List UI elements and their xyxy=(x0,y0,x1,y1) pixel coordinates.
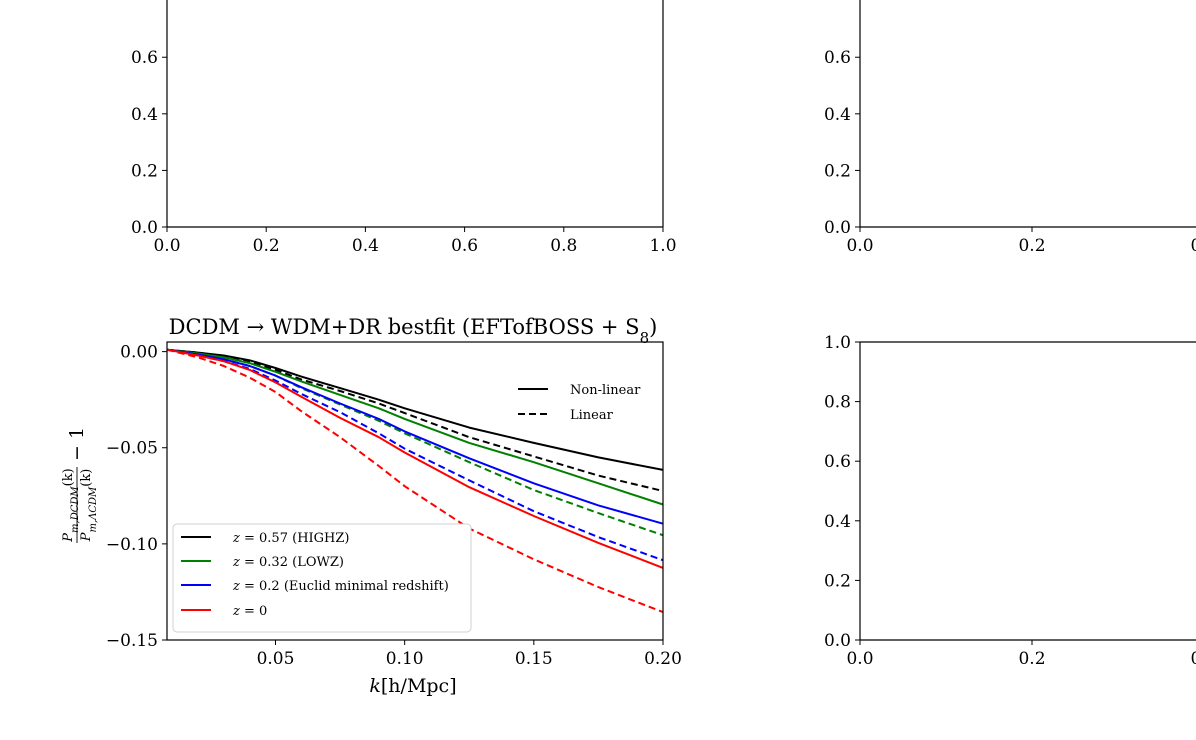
y-tick-label: 0.0 xyxy=(824,631,851,651)
x-tick-label: 0.8 xyxy=(550,236,577,256)
panel-top-left: 0.0 0.2 0.4 0.6 0.8 1.0 0.0 0.2 0.4 0.6 xyxy=(131,0,677,256)
x-tick-label: 0.0 xyxy=(153,236,180,256)
x-tick-label: 0.4 xyxy=(1190,236,1196,256)
series-line xyxy=(166,348,664,569)
tick-group: 0.05 0.10 0.15 0.20 0.00 −0.05 −0.10 −0.15 xyxy=(106,343,682,669)
legend-redshift: z = 0.57 (HIGHZ) z = 0.32 (LOWZ) z = 0.2… xyxy=(172,523,472,633)
y-tick-label: 0.4 xyxy=(824,105,851,125)
legend-label-euclid: z = 0.2 (Euclid minimal redshift) xyxy=(232,579,449,594)
y-tick-label: 0.2 xyxy=(131,161,158,181)
x-tick-label: 1.0 xyxy=(649,236,676,256)
series-line xyxy=(166,348,664,525)
y-tick-label: 0.2 xyxy=(824,161,851,181)
legend-style: Non-linear Linear xyxy=(518,383,641,423)
y-label-minus-one: − 1 xyxy=(66,427,88,461)
y-tick-label: 0.8 xyxy=(824,393,851,413)
legend-label-z0: z = 0 xyxy=(232,604,267,619)
y-tick-label: 1.0 xyxy=(824,333,851,353)
x-axis-label: k[h/Mpc] xyxy=(369,675,456,697)
tick-group: 0.00.20.40.60.00.20.40.60.81.0 xyxy=(824,333,1196,669)
x-tick-label: 0.2 xyxy=(253,236,280,256)
legend-linear-label: Linear xyxy=(570,408,614,423)
y-tick-label: 0.00 xyxy=(120,343,158,363)
y-tick-label: 0.6 xyxy=(131,48,158,68)
y-tick-label: 0.0 xyxy=(131,218,158,238)
y-tick-label: 0.6 xyxy=(824,452,851,472)
series-line xyxy=(166,348,664,506)
y-axis-label: Pm,DCDM(k) Pm,ΛCDM(k) − 1 xyxy=(61,427,99,543)
tick-group: 0.0 0.2 0.4 0.6 0.8 1.0 0.0 0.2 0.4 0.6 xyxy=(131,48,677,256)
chart-title: DCDM → WDM+DR bestfit (EFTofBOSS + S8) xyxy=(169,315,658,347)
panel-top-right: 0.00.20.40.60.00.20.40.6 xyxy=(824,0,1196,256)
legend-label-lowz: z = 0.32 (LOWZ) xyxy=(232,555,344,570)
y-tick-label: −0.05 xyxy=(106,439,158,459)
legend-box xyxy=(172,523,472,633)
plot-frame xyxy=(166,341,664,641)
y-tick-label: 0.4 xyxy=(824,512,851,532)
series-lines xyxy=(166,348,664,614)
legend-label-highz: z = 0.57 (HIGHZ) xyxy=(232,531,350,546)
tick-group: 0.00.20.40.60.00.20.40.6 xyxy=(824,48,1196,256)
y-tick-label: −0.15 xyxy=(106,631,158,651)
panel-main-chart: DCDM → WDM+DR bestfit (EFTofBOSS + S8) 0… xyxy=(61,315,682,697)
y-tick-label: 0.6 xyxy=(824,48,851,68)
y-label-denominator: Pm,ΛCDM(k) xyxy=(79,469,99,543)
y-tick-label: 0.4 xyxy=(131,105,158,125)
legend-nonlinear-label: Non-linear xyxy=(570,383,641,398)
y-tick-label: 0.0 xyxy=(824,218,851,238)
x-tick-label: 0.15 xyxy=(515,649,553,669)
series-line xyxy=(166,348,664,537)
x-tick-label: 0.2 xyxy=(1018,649,1045,669)
x-tick-label: 0.05 xyxy=(257,649,295,669)
y-label-numerator: Pm,DCDM(k) xyxy=(61,468,81,542)
series-line xyxy=(166,348,664,614)
x-tick-label: 0.0 xyxy=(846,649,873,669)
x-tick-label: 0.4 xyxy=(1190,649,1196,669)
x-tick-label: 0.20 xyxy=(644,649,682,669)
x-tick-label: 0.2 xyxy=(1018,236,1045,256)
y-tick-label: −0.10 xyxy=(106,535,158,555)
x-tick-label: 0.0 xyxy=(846,236,873,256)
x-tick-label: 0.10 xyxy=(386,649,424,669)
x-tick-label: 0.4 xyxy=(352,236,379,256)
y-tick-label: 0.2 xyxy=(824,571,851,591)
x-tick-label: 0.6 xyxy=(451,236,478,256)
panel-bottom-right: 0.00.20.40.60.00.20.40.60.81.0 xyxy=(824,333,1196,669)
